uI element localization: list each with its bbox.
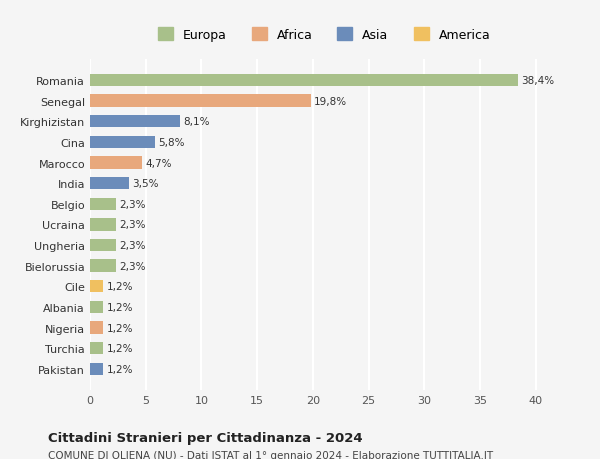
Text: 2,3%: 2,3% <box>119 241 145 251</box>
Bar <box>90 260 116 272</box>
Text: 8,1%: 8,1% <box>184 117 210 127</box>
Text: 3,5%: 3,5% <box>133 179 159 189</box>
Bar <box>90 136 155 149</box>
Bar <box>90 75 518 87</box>
Text: 19,8%: 19,8% <box>314 96 347 106</box>
Legend: Europa, Africa, Asia, America: Europa, Africa, Asia, America <box>152 23 496 46</box>
Bar <box>90 301 103 313</box>
Text: 1,2%: 1,2% <box>107 282 133 291</box>
Bar <box>90 322 103 334</box>
Bar <box>90 95 311 107</box>
Bar <box>90 363 103 375</box>
Bar <box>90 198 116 211</box>
Text: 1,2%: 1,2% <box>107 343 133 353</box>
Bar <box>90 116 180 128</box>
Text: 5,8%: 5,8% <box>158 138 184 148</box>
Bar <box>90 178 129 190</box>
Bar <box>90 157 142 169</box>
Text: 1,2%: 1,2% <box>107 323 133 333</box>
Text: 2,3%: 2,3% <box>119 220 145 230</box>
Bar <box>90 342 103 354</box>
Bar <box>90 239 116 252</box>
Text: 4,7%: 4,7% <box>146 158 172 168</box>
Text: Cittadini Stranieri per Cittadinanza - 2024: Cittadini Stranieri per Cittadinanza - 2… <box>48 431 362 444</box>
Text: 1,2%: 1,2% <box>107 302 133 312</box>
Text: COMUNE DI OLIENA (NU) - Dati ISTAT al 1° gennaio 2024 - Elaborazione TUTTITALIA.: COMUNE DI OLIENA (NU) - Dati ISTAT al 1°… <box>48 450 493 459</box>
Text: 38,4%: 38,4% <box>521 76 554 86</box>
Text: 2,3%: 2,3% <box>119 199 145 209</box>
Bar <box>90 280 103 293</box>
Text: 1,2%: 1,2% <box>107 364 133 374</box>
Text: 2,3%: 2,3% <box>119 261 145 271</box>
Bar <box>90 219 116 231</box>
